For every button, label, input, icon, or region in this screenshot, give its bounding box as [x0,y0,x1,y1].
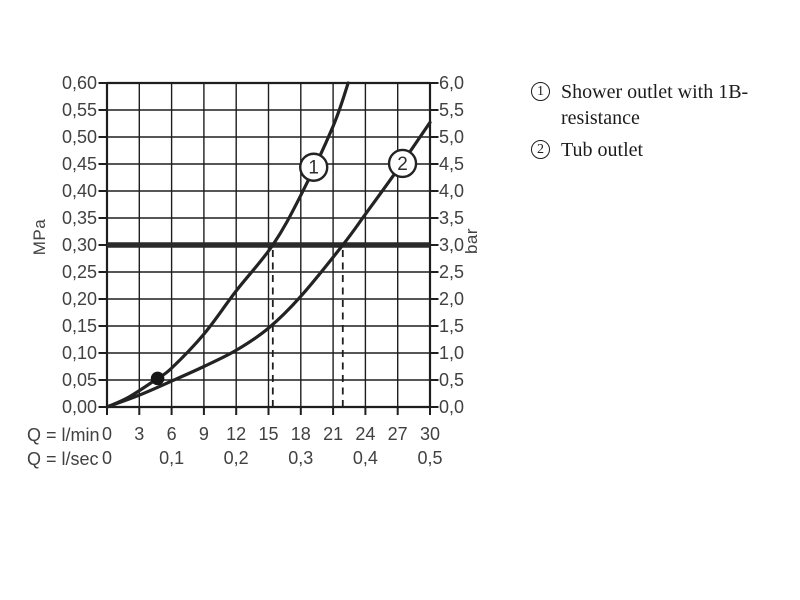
x-tick-label-lmin: 3 [134,424,144,444]
x-tick-label-lsec: 0,3 [288,448,313,468]
y-right-tick-label: 2,0 [439,289,464,309]
legend-item-shower: 1 Shower outlet with 1B-resistance [531,79,783,131]
y-right-tick-label: 6,0 [439,73,464,93]
series-marker-circle-2 [387,148,418,179]
x-tick-label-lmin: 6 [167,424,177,444]
y-left-tick-label: 0,40 [62,181,97,201]
y-left-tick-label: 0,55 [62,100,97,120]
measurement-dot [150,371,165,386]
y-right-tick-label: 1,0 [439,343,464,363]
y-left-tick-label: 0,15 [62,316,97,336]
y-left-tick-label: 0,20 [62,289,97,309]
x-tick-label-lmin: 0 [102,424,112,444]
legend-marker-2-icon: 2 [531,140,550,159]
series-marker-number-2: 2 [397,154,408,175]
y-right-tick-label: 2,5 [439,262,464,282]
legend: 1 Shower outlet with 1B-resistance 2 Tub… [531,79,783,163]
legend-marker-1-icon: 1 [531,82,550,101]
y-right-tick-label: 5,5 [439,100,464,120]
y-left-tick-label: 0,30 [62,235,97,255]
y-left-tick-label: 0,05 [62,370,97,390]
x-tick-label-lmin: 18 [291,424,311,444]
y-left-tick-label: 0,50 [62,127,97,147]
x-tick-label-lmin: 27 [388,424,408,444]
y-left-axis-unit-label: MPa [30,218,49,256]
legend-label-tub: Tub outlet [561,139,644,161]
x-tick-label-lsec: 0,5 [417,448,442,468]
x-tick-label-lmin: 12 [226,424,246,444]
y-left-tick-label: 0,60 [62,73,97,93]
legend-item-tub: 2 Tub outlet [531,137,783,163]
y-left-tick-label: 0,35 [62,208,97,228]
y-right-tick-label: 3,5 [439,208,464,228]
x-tick-label-lsec: 0,2 [224,448,249,468]
y-right-tick-label: 5,0 [439,127,464,147]
x-tick-label-lsec: 0 [102,448,112,468]
y-left-tick-label: 0,00 [62,397,97,417]
x-tick-label-lsec: 0,4 [353,448,378,468]
x-axis-lmin-row-label: Q = l/min [27,425,100,445]
series-marker-number-1: 1 [308,158,319,179]
x-tick-label-lmin: 9 [199,424,209,444]
x-tick-label-lmin: 30 [420,424,440,444]
y-left-tick-label: 0,45 [62,154,97,174]
y-right-tick-label: 4,5 [439,154,464,174]
legend-label-shower: Shower outlet with 1B-resistance [561,81,749,129]
series-marker-circle-1 [299,152,329,182]
y-right-tick-label: 3,0 [439,235,464,255]
y-right-tick-label: 0,5 [439,370,464,390]
x-tick-label-lmin: 15 [258,424,278,444]
curve-tub [105,120,432,409]
y-left-tick-label: 0,10 [62,343,97,363]
x-tick-label-lsec: 0,1 [159,448,184,468]
y-right-axis-unit-label: bar [462,227,481,255]
x-tick-label-lmin: 24 [355,424,375,444]
x-tick-label-lmin: 21 [323,424,343,444]
x-axis-lsec-row-label: Q = l/sec [27,449,99,469]
y-left-tick-label: 0,25 [62,262,97,282]
y-right-tick-label: 4,0 [439,181,464,201]
y-right-tick-label: 1,5 [439,316,464,336]
y-right-tick-label: 0,0 [439,397,464,417]
